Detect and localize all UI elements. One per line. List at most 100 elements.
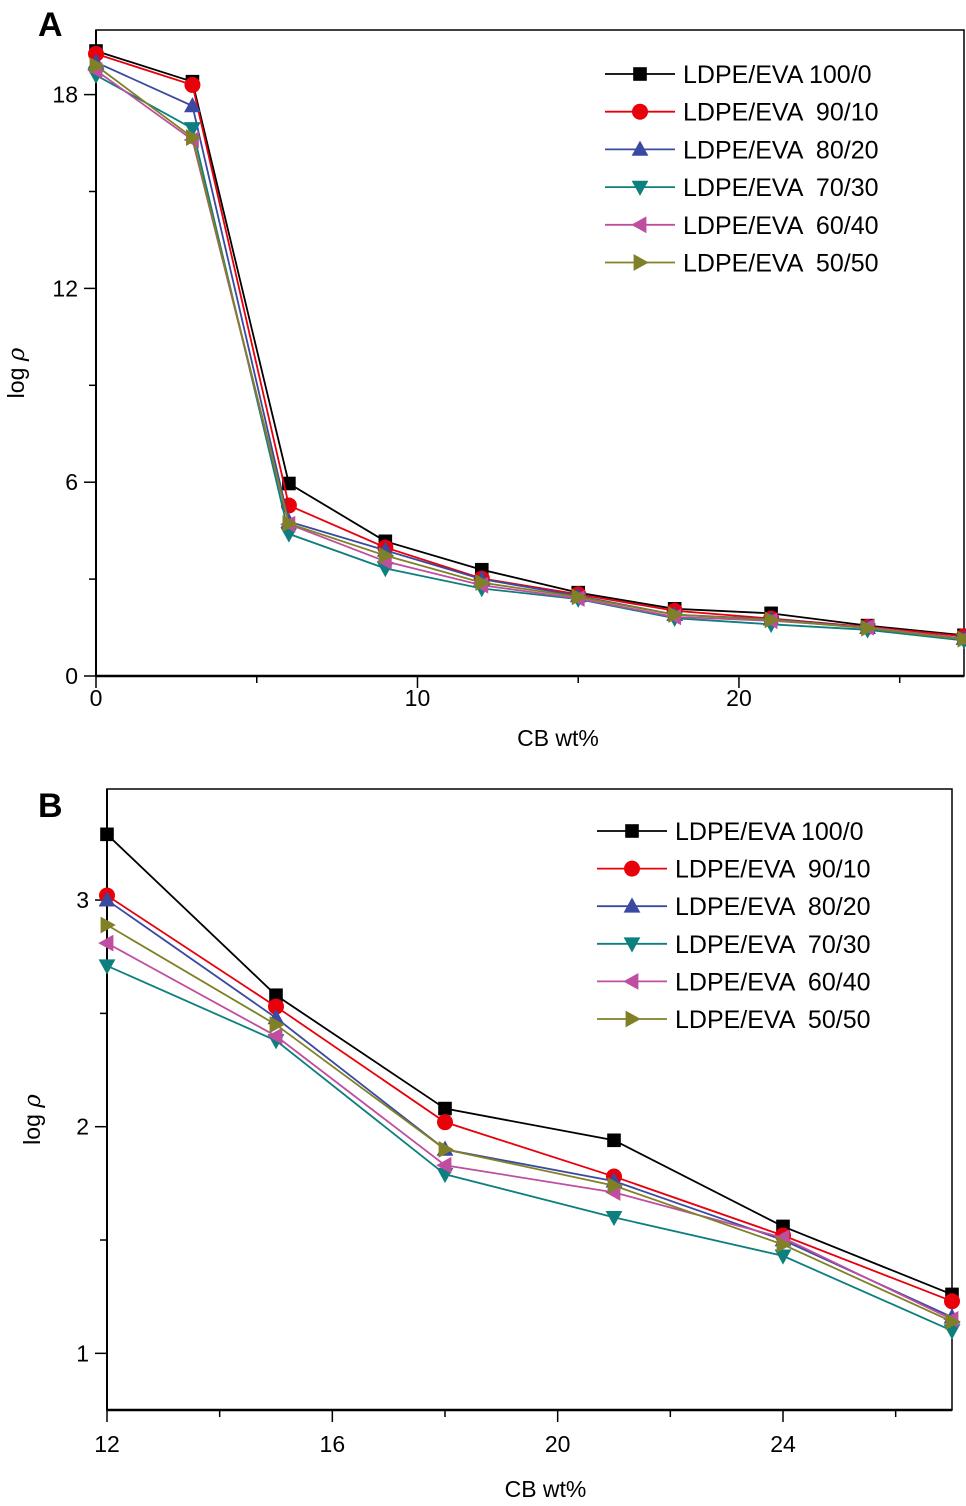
data-point-circle bbox=[184, 76, 201, 93]
data-point-circle bbox=[268, 998, 284, 1015]
x-axis-label: CB wt% bbox=[505, 1476, 587, 1502]
data-point-triangle-right bbox=[776, 1236, 792, 1253]
legend-item: LDPE/EVA 100/0 bbox=[597, 818, 864, 846]
y-axis-label-text: log bbox=[3, 361, 29, 398]
data-point-triangle-right bbox=[571, 588, 588, 606]
legend-item: LDPE/EVA 60/40 bbox=[597, 968, 871, 996]
series-line bbox=[95, 50, 965, 637]
series-ldpe-eva-50-50 bbox=[89, 57, 966, 648]
series-ldpe-eva-50-50 bbox=[100, 916, 961, 1331]
y-axis-label-symbol: ρ bbox=[20, 1094, 46, 1109]
y-axis-label: log ρ bbox=[3, 347, 30, 398]
data-point-triangle-right bbox=[668, 606, 684, 624]
y-tick-label: 2 bbox=[76, 1114, 89, 1140]
data-point-triangle-right bbox=[764, 611, 780, 629]
data-point-square bbox=[607, 1133, 621, 1148]
legend-label: LDPE/EVA 100/0 bbox=[683, 61, 872, 89]
legend-label: LDPE/EVA 80/20 bbox=[683, 136, 879, 164]
series-line bbox=[106, 894, 953, 1303]
legend-marker-triangle-down bbox=[631, 180, 649, 196]
legend-label: LDPE/EVA 90/10 bbox=[675, 856, 871, 884]
data-point-triangle-left bbox=[267, 1027, 283, 1045]
data-point-triangle-right bbox=[945, 1313, 961, 1331]
legend-marker-circle bbox=[624, 860, 640, 877]
y-axis-label-symbol: ρ bbox=[4, 347, 30, 362]
legend-item: LDPE/EVA 100/0 bbox=[605, 61, 872, 89]
legend-item: LDPE/EVA 90/10 bbox=[597, 856, 871, 884]
data-point-circle bbox=[437, 1114, 453, 1131]
legend-label: LDPE/EVA 60/40 bbox=[683, 212, 879, 240]
x-tick-label: 12 bbox=[94, 1431, 120, 1457]
plot-frame bbox=[95, 29, 965, 677]
data-point-circle bbox=[944, 1293, 960, 1310]
data-point-triangle-right bbox=[89, 57, 105, 74]
legend-label: LDPE/EVA 70/30 bbox=[675, 931, 871, 959]
series-line bbox=[95, 64, 965, 641]
legend-item: LDPE/EVA 80/20 bbox=[597, 893, 871, 921]
legend-item: LDPE/EVA 70/30 bbox=[605, 174, 879, 202]
series-line bbox=[106, 964, 953, 1332]
data-point-square bbox=[438, 1101, 452, 1116]
legend-marker-triangle-right bbox=[625, 1010, 641, 1028]
data-point-triangle-down bbox=[774, 1249, 792, 1265]
y-tick-label: 12 bbox=[52, 275, 78, 301]
legend-item: LDPE/EVA 70/30 bbox=[597, 931, 871, 959]
y-tick-label: 1 bbox=[76, 1340, 89, 1366]
x-tick-label: 20 bbox=[545, 1431, 571, 1457]
data-point-triangle-right bbox=[861, 619, 877, 637]
series-line bbox=[106, 942, 953, 1321]
data-point-triangle-down bbox=[98, 959, 116, 975]
data-point-triangle-up bbox=[184, 97, 201, 113]
legend-marker-triangle-up bbox=[623, 897, 641, 913]
data-point-triangle-left bbox=[98, 934, 114, 952]
data-point-triangle-left bbox=[436, 1156, 452, 1174]
legend-item: LDPE/EVA 80/20 bbox=[605, 136, 879, 164]
data-point-triangle-right bbox=[475, 574, 491, 592]
legend: LDPE/EVA 100/0 LDPE/EVA 90/10 LDPE/EVA 80/… bbox=[605, 61, 879, 278]
legend-item: LDPE/EVA 50/50 bbox=[597, 1006, 871, 1034]
data-point-square bbox=[269, 988, 283, 1003]
legend-label: LDPE/EVA 60/40 bbox=[675, 968, 871, 996]
data-point-triangle-right bbox=[607, 1177, 623, 1195]
x-tick-label: 20 bbox=[726, 685, 752, 711]
series-line bbox=[106, 899, 953, 1318]
series-line bbox=[106, 924, 953, 1323]
data-point-square bbox=[100, 827, 114, 842]
data-point-triangle-right bbox=[269, 1016, 285, 1034]
legend-label: LDPE/EVA 50/50 bbox=[675, 1006, 871, 1034]
data-point-triangle-right bbox=[282, 515, 298, 532]
legend-marker-triangle-down bbox=[623, 937, 641, 953]
series-ldpe-eva-100-0 bbox=[89, 44, 966, 643]
data-point-triangle-right bbox=[186, 129, 202, 146]
x-tick-label: 16 bbox=[320, 1431, 346, 1457]
legend-marker-triangle-up bbox=[631, 140, 649, 156]
legend-label: LDPE/EVA 70/30 bbox=[683, 174, 879, 202]
legend-marker-triangle-right bbox=[633, 254, 649, 271]
legend: LDPE/EVA 100/0 LDPE/EVA 90/10 LDPE/EVA 80/… bbox=[597, 818, 871, 1034]
data-point-triangle-right bbox=[378, 547, 395, 564]
legend-item: LDPE/EVA 50/50 bbox=[605, 250, 879, 278]
y-tick-label: 6 bbox=[65, 469, 78, 495]
legend-label: LDPE/EVA 100/0 bbox=[675, 818, 864, 846]
series-ldpe-eva-100-0 bbox=[100, 827, 959, 1302]
legend-marker-triangle-left bbox=[631, 216, 647, 234]
data-point-triangle-right bbox=[957, 630, 966, 648]
data-point-triangle-up bbox=[98, 891, 116, 907]
legend-marker-square bbox=[625, 824, 639, 838]
legend-label: LDPE/EVA 80/20 bbox=[675, 893, 871, 921]
data-point-triangle-right bbox=[438, 1140, 454, 1158]
x-tick-label: 24 bbox=[770, 1431, 796, 1457]
legend-item: LDPE/EVA 90/10 bbox=[605, 99, 879, 127]
legend-item: LDPE/EVA 60/40 bbox=[605, 212, 879, 240]
legend-label: LDPE/EVA 50/50 bbox=[683, 250, 879, 278]
y-tick-label: 18 bbox=[52, 82, 78, 108]
legend-marker-circle bbox=[632, 103, 648, 120]
legend-marker-square bbox=[633, 67, 647, 81]
x-tick-label: 0 bbox=[90, 685, 103, 711]
panel-letter: B bbox=[38, 787, 63, 825]
legend-marker-triangle-left bbox=[623, 973, 639, 990]
legend-label: LDPE/EVA 90/10 bbox=[683, 99, 879, 127]
data-point-triangle-down bbox=[184, 122, 201, 138]
